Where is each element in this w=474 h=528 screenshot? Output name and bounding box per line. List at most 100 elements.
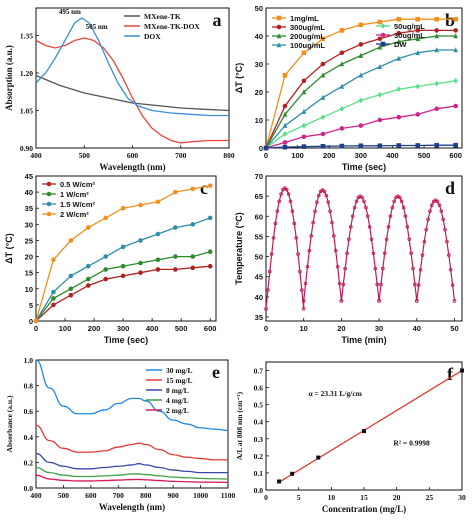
- x-tick-label: 5: [297, 493, 301, 502]
- data-point: [120, 205, 126, 211]
- data-point: [354, 199, 359, 204]
- data-point: [415, 36, 421, 42]
- panel-c: 0 100 200 300 400 500 600 0 5 10 15 20 25 30 35 40 45 Tim…: [4, 172, 217, 345]
- x-tick-label: 200: [88, 324, 101, 333]
- data-point: [207, 215, 213, 221]
- data-point: [311, 220, 315, 225]
- legend-label: 4 mg/L: [166, 396, 189, 405]
- y-tick-label: 0: [259, 144, 263, 153]
- data-point: [453, 78, 458, 84]
- data-point: [330, 220, 334, 225]
- data-point: [305, 264, 310, 269]
- data-point: [85, 263, 91, 269]
- legend-label: 1mg/mL: [290, 14, 319, 23]
- data-point: [276, 24, 282, 30]
- series-line: [35, 37, 229, 144]
- data-point: [332, 233, 336, 238]
- data-point: [362, 199, 366, 204]
- data-point: [333, 248, 338, 253]
- y-tick-label: 1.05: [20, 107, 33, 116]
- y-tick-label: 0.1: [254, 469, 264, 478]
- data-point: [303, 281, 308, 286]
- data-point: [284, 187, 289, 192]
- y-tick-label: 0.8: [24, 382, 34, 391]
- data-point: [138, 260, 143, 266]
- data-point: [173, 189, 178, 195]
- data-point: [367, 225, 372, 229]
- x-tick-label: 20: [337, 324, 345, 333]
- data-point: [453, 103, 458, 109]
- x-tick-label: 400: [30, 151, 42, 160]
- data-point: [379, 282, 383, 287]
- x-axis-label: Time (sec): [104, 335, 148, 345]
- data-point: [309, 233, 314, 238]
- x-tick-label: 100: [291, 151, 304, 160]
- data-point: [266, 288, 270, 292]
- data-point: [358, 123, 364, 128]
- data-point: [313, 209, 317, 214]
- data-point: [339, 299, 344, 303]
- y-tick-label: 40: [255, 293, 263, 302]
- data-point: [439, 209, 444, 213]
- data-point: [173, 267, 178, 272]
- data-point: [424, 227, 428, 232]
- x-tick-label: 200: [323, 151, 336, 160]
- legend-label: 1 W/cm²: [60, 190, 89, 199]
- x-tick-label: 0: [264, 151, 268, 160]
- data-point: [384, 237, 389, 242]
- data-point: [434, 28, 440, 33]
- data-point: [51, 289, 56, 295]
- data-point: [377, 117, 383, 123]
- data-point: [365, 214, 370, 218]
- data-point: [360, 195, 364, 200]
- data-point: [358, 72, 364, 78]
- data-point: [415, 28, 421, 33]
- x-tick-label: 1000: [193, 491, 208, 500]
- data-point: [380, 23, 386, 29]
- data-point: [120, 263, 126, 269]
- data-point: [418, 267, 423, 272]
- data-point: [326, 200, 330, 204]
- data-point: [207, 263, 213, 269]
- y-tick-label: 5: [29, 301, 33, 310]
- data-point: [301, 144, 307, 149]
- peak-annotation: 495 nm: [59, 8, 81, 16]
- data-point: [399, 199, 404, 204]
- data-point: [382, 251, 387, 256]
- data-point: [190, 186, 196, 192]
- data-point: [390, 205, 395, 210]
- data-point: [339, 83, 345, 89]
- y-tick-label: 10: [255, 116, 263, 125]
- legend-label: MXene-TK: [144, 12, 181, 21]
- data-point: [301, 307, 306, 311]
- data-point: [51, 302, 56, 308]
- data-point: [339, 106, 345, 112]
- y-tick-label: 45: [25, 172, 33, 181]
- data-point: [450, 283, 455, 287]
- legend-label: 2 mg/L: [166, 406, 189, 415]
- x-axis-label: Wavelength (nm): [99, 502, 165, 512]
- data-point: [273, 221, 278, 226]
- data-point: [190, 265, 196, 271]
- data-point: [386, 225, 391, 229]
- data-point: [447, 253, 451, 257]
- data-point: [339, 61, 345, 67]
- y-tick-label: 70: [255, 172, 263, 181]
- y-tick-label: 35: [25, 204, 33, 213]
- y-tick-label: 0.3: [254, 435, 264, 444]
- x-tick-label: 400: [146, 324, 159, 333]
- data-point: [413, 282, 417, 287]
- data-point: [207, 249, 213, 255]
- series-line: [35, 251, 211, 322]
- data-point: [358, 52, 364, 58]
- legend-label: 50ug/mL: [394, 22, 425, 31]
- data-point: [377, 44, 383, 50]
- data-point: [377, 36, 383, 42]
- data-point: [85, 225, 91, 230]
- y-tick-label: 10: [25, 285, 33, 294]
- y-tick-label: 30: [25, 220, 33, 229]
- x-tick-label: 30: [375, 324, 383, 333]
- data-point: [264, 307, 268, 311]
- data-point: [362, 429, 366, 434]
- x-tick-label: 800: [140, 491, 152, 500]
